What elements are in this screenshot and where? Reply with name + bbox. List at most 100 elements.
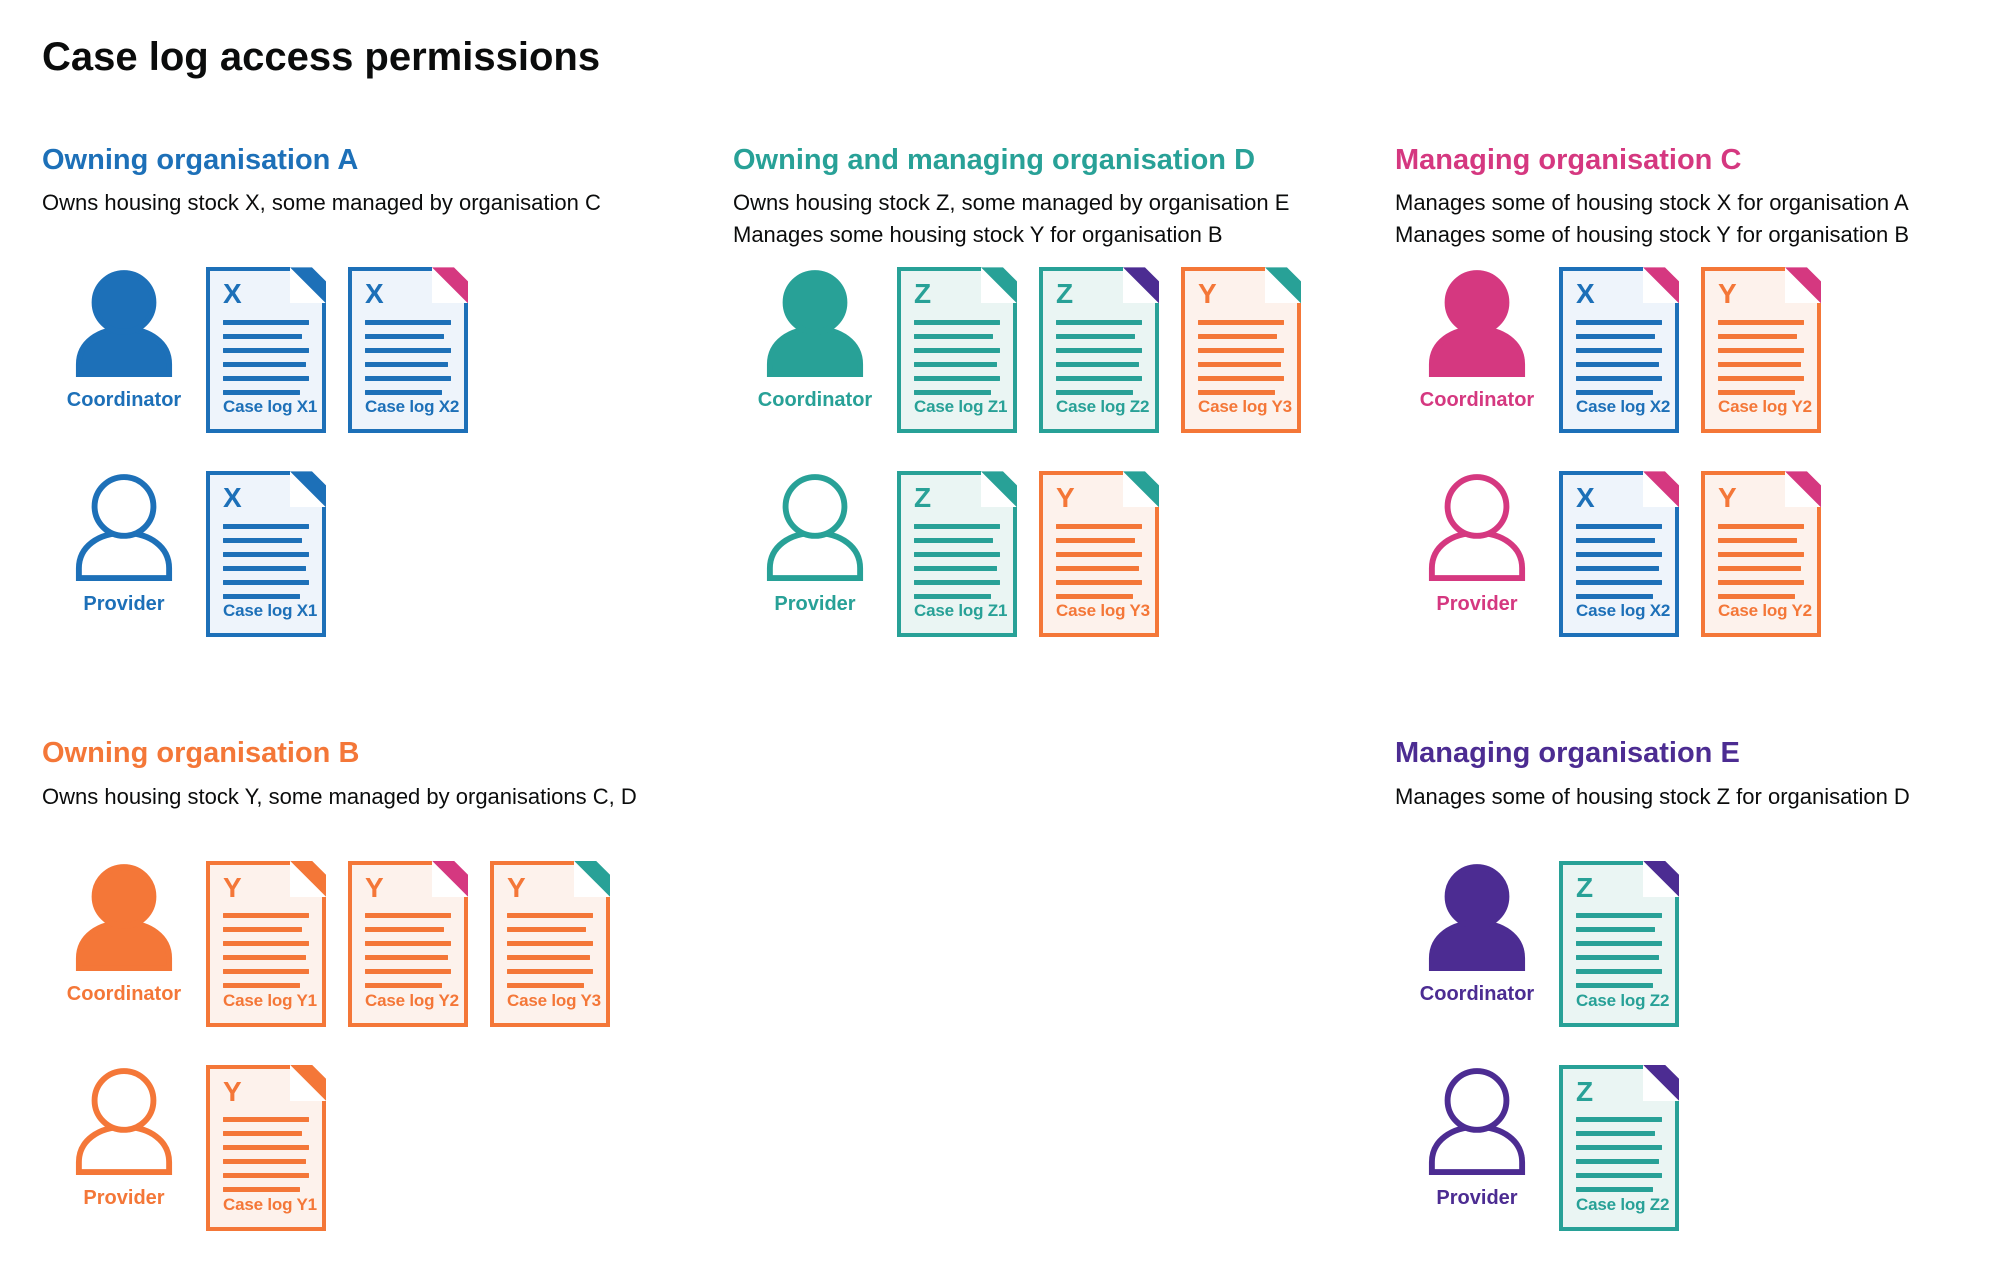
document-letter: Y (1198, 278, 1217, 310)
document-text-lines (1198, 319, 1284, 395)
org-description-line: Owns housing stock X, some managed by or… (42, 190, 601, 216)
role-row: Coordinator X Case log X1 X Case log X2 (42, 267, 733, 434)
role-label: Provider (774, 593, 856, 616)
person: Provider (1395, 471, 1559, 616)
org-description-line: Manages some of housing stock Y for orga… (1395, 221, 1910, 247)
page-title: Case log access permissions (42, 35, 601, 79)
case-log-documents: X Case log X1 X Case log X2 (206, 267, 468, 434)
document-text-lines (1576, 319, 1662, 395)
case-log-document: Y Case log Y3 (1039, 471, 1159, 638)
case-log-document: X Case log X1 (206, 471, 326, 638)
document-letter: Y (507, 871, 526, 903)
document-letter: Z (1576, 1075, 1594, 1107)
person-icon (1428, 474, 1526, 582)
case-log-document: Y Case log Y3 (490, 860, 610, 1027)
document-letter: Z (914, 278, 932, 310)
document-letter: X (1576, 482, 1595, 514)
organisations-grid: Owning organisation A Owns housing stock… (42, 144, 1960, 1231)
document-text-lines (1056, 523, 1142, 599)
org-heading: Owning organisation B (42, 737, 360, 770)
document-label: Case log Y3 (1198, 397, 1292, 417)
document-label: Case log Y2 (1718, 397, 1812, 417)
case-log-document: Y Case log Y3 (1181, 267, 1301, 434)
folded-corner-icon (981, 471, 1017, 508)
org-description-line: Owns housing stock Z, some managed by or… (733, 190, 1290, 216)
person: Coordinator (42, 267, 206, 412)
document-text-lines (1576, 523, 1662, 599)
role-row: Provider Z Case log Z2 (1395, 1064, 1960, 1231)
case-log-documents: Z Case log Z1 Y Case log Y3 (897, 471, 1159, 638)
folded-corner-icon (1643, 267, 1679, 304)
person-icon (1428, 270, 1526, 378)
document-text-lines (507, 913, 593, 989)
org-heading: Owning organisation A (42, 144, 359, 176)
org-rows: Coordinator X Case log X1 X Case log X2 … (42, 267, 733, 638)
person-icon (766, 474, 864, 582)
role-label: Coordinator (757, 389, 873, 412)
person: Provider (1395, 1065, 1559, 1210)
document-letter: Z (1056, 278, 1074, 310)
case-log-document: Z Case log Z2 (1039, 267, 1159, 434)
document-label: Case log Y1 (223, 1194, 317, 1214)
org-section: Owning organisation B Owns housing stock… (42, 737, 733, 1231)
case-log-document: Y Case log Y2 (348, 860, 468, 1027)
folded-corner-icon (1785, 267, 1821, 304)
document-text-lines (1718, 319, 1804, 395)
folded-corner-icon (432, 267, 468, 304)
person-icon (75, 474, 173, 582)
document-label: Case log Y3 (1056, 601, 1150, 621)
org-section: Managing organisation C Manages some of … (1395, 144, 1960, 638)
role-row: Provider Y Case log Y1 (42, 1064, 733, 1231)
case-log-document: X Case log X1 (206, 267, 326, 434)
case-log-document: Y Case log Y2 (1701, 471, 1821, 638)
person-icon (75, 863, 173, 971)
person: Provider (42, 1065, 206, 1210)
case-log-documents: X Case log X2 Y Case log Y2 (1559, 267, 1821, 434)
document-text-lines (1576, 1117, 1662, 1193)
org-heading: Owning and managing organisation D (733, 144, 1256, 176)
document-text-lines (223, 913, 309, 989)
role-row: Provider X Case log X1 (42, 471, 733, 638)
case-log-document: Z Case log Z2 (1559, 1064, 1679, 1231)
document-text-lines (365, 913, 451, 989)
case-log-documents: Z Case log Z1 Z Case log Z2 Y Case log Y… (897, 267, 1301, 434)
document-label: Case log X1 (223, 397, 318, 417)
folded-corner-icon (290, 471, 326, 508)
document-label: Case log Y2 (365, 990, 459, 1010)
document-letter: Y (365, 871, 384, 903)
org-rows: Coordinator Z Case log Z2 Provider Z Cas… (1395, 860, 1960, 1231)
folded-corner-icon (290, 267, 326, 304)
person-icon (1428, 1067, 1526, 1175)
folded-corner-icon (574, 860, 610, 897)
document-letter: X (365, 278, 384, 310)
document-text-lines (1576, 913, 1662, 989)
document-letter: X (223, 482, 242, 514)
case-log-document: Z Case log Z1 (897, 267, 1017, 434)
folded-corner-icon (1643, 471, 1679, 508)
case-log-documents: Z Case log Z2 (1559, 1064, 1679, 1231)
org-description-line: Manages some of housing stock X for orga… (1395, 190, 1909, 216)
folded-corner-icon (290, 860, 326, 897)
role-label: Coordinator (1419, 389, 1535, 412)
case-log-documents: Y Case log Y1 (206, 1064, 326, 1231)
person: Provider (733, 471, 897, 616)
org-description: Manages some of housing stock X for orga… (1395, 187, 1960, 259)
folded-corner-icon (1643, 860, 1679, 897)
document-letter: Y (223, 1075, 242, 1107)
document-text-lines (223, 319, 309, 395)
document-label: Case log Z2 (1576, 1194, 1670, 1214)
case-log-document: X Case log X2 (1559, 267, 1679, 434)
org-heading: Managing organisation C (1395, 144, 1742, 176)
document-label: Case log Y3 (507, 990, 601, 1010)
case-log-document: Y Case log Y1 (206, 1064, 326, 1231)
document-label: Case log Z2 (1576, 990, 1670, 1010)
folded-corner-icon (1643, 1064, 1679, 1101)
document-letter: X (1576, 278, 1595, 310)
role-row: Coordinator X Case log X2 Y Case log Y2 (1395, 267, 1960, 434)
folded-corner-icon (1785, 471, 1821, 508)
org-description: Owns housing stock Z, some managed by or… (733, 187, 1395, 259)
role-label: Provider (1436, 593, 1518, 616)
document-label: Case log X2 (1576, 397, 1671, 417)
case-log-document: Z Case log Z1 (897, 471, 1017, 638)
